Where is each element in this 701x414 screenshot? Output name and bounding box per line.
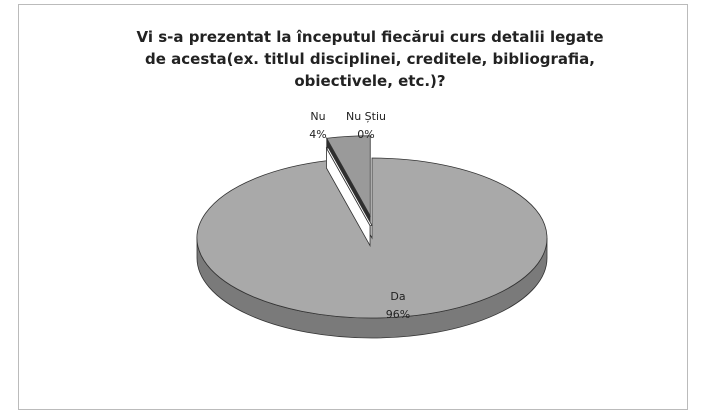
slice [196, 157, 548, 319]
slice-value-label: 0% [357, 128, 374, 141]
slice [326, 135, 371, 218]
slice-value-label: 96% [386, 308, 410, 321]
chart-frame [18, 4, 688, 410]
slice-value-label: 4% [309, 128, 326, 141]
slice [325, 147, 373, 227]
slice-label: Nu Știu [346, 110, 386, 123]
slice-label: Nu [310, 110, 325, 123]
chart-title: Vi s-a prezentat la începutul fiecărui c… [136, 28, 604, 90]
slice-label: Da [390, 290, 405, 303]
